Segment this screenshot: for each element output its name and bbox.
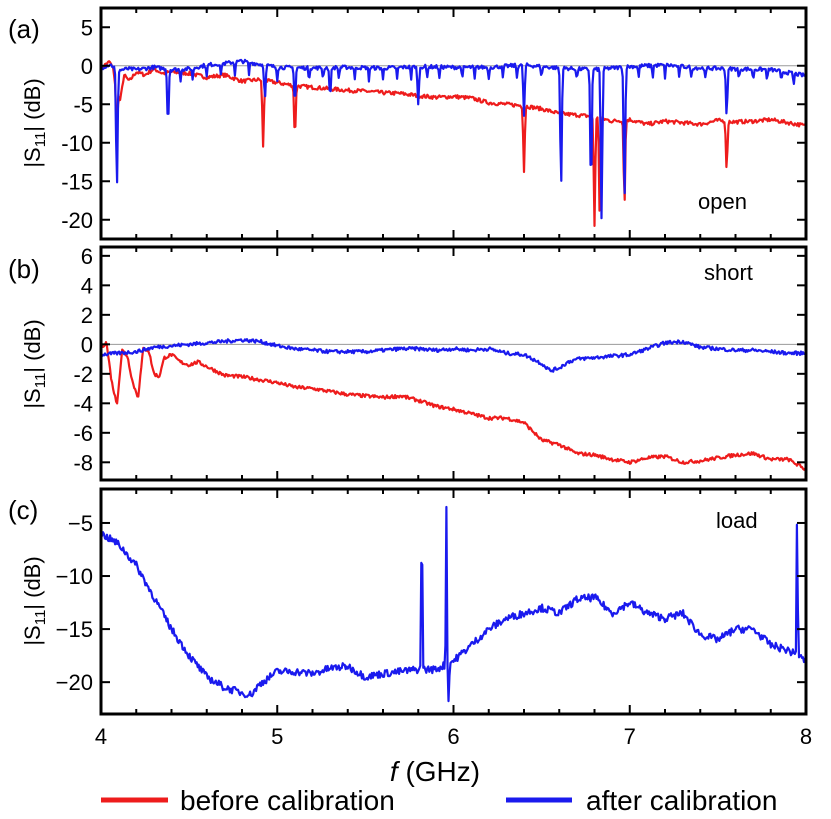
panel-a-series-before	[101, 60, 806, 227]
ylabel-pre: |S	[20, 625, 45, 645]
panel-a-ytick-label: -15	[61, 169, 93, 194]
ylabel-post: | (dB)	[20, 319, 45, 372]
ylabel-post: | (dB)	[20, 78, 45, 131]
x-tick-label: 7	[624, 724, 636, 749]
panel-c: −5 −10 −15 −20 (c) load |S11| (dB)	[8, 487, 808, 716]
panel-b-annotation: short	[704, 260, 753, 285]
x-tick-label: 5	[271, 724, 283, 749]
panel-b-ytick-label: -6	[73, 421, 93, 446]
panel-b-ytick-label: 0	[81, 332, 93, 357]
panel-a-ytick-label: 5	[81, 15, 93, 40]
ylabel-sub: 11	[32, 373, 49, 389]
panel-b-ytick-label: -2	[73, 362, 93, 387]
panel-c-series-after	[101, 505, 806, 703]
panel-b-frame	[99, 245, 808, 482]
panel-a-label: (a)	[8, 14, 40, 44]
ylabel-sub: 11	[32, 610, 49, 626]
ylabel-pre: |S	[20, 147, 45, 167]
panel-a-annotation: open	[698, 189, 747, 214]
panel-a-ylabel: |S11| (dB)	[20, 78, 49, 167]
panel-b-series-after	[101, 338, 806, 373]
panel-c-ytick-label: −5	[68, 511, 93, 536]
panel-b-ytick-label: -8	[73, 450, 93, 475]
panel-b-ytick-label: 4	[81, 273, 93, 298]
x-tick-label: 6	[447, 724, 459, 749]
panel-a-ytick-label: 0	[81, 54, 93, 79]
ylabel-post: | (dB)	[20, 556, 45, 609]
panel-a-ytick-label: -10	[61, 131, 93, 156]
x-axis-label-var: f	[390, 756, 401, 787]
panel-c-ylabel: |S11| (dB)	[20, 556, 49, 645]
panel-c-label: (c)	[8, 495, 38, 525]
panel-b-label: (b)	[8, 254, 40, 284]
panel-c-ytick-label: −20	[56, 670, 93, 695]
panel-b-ytick-label: 2	[81, 303, 93, 328]
panel-b-series-before	[101, 341, 806, 472]
panel-b-ytick-label: -4	[73, 391, 93, 416]
legend-label-after: after calibration	[586, 785, 777, 816]
panel-a: 5 0 -5 -10 -15 -20 (a) open |S11| (dB)	[8, 6, 808, 241]
panel-b-ylabel: |S11| (dB)	[20, 319, 49, 408]
panel-a-series-after	[101, 58, 806, 220]
legend-label-before: before calibration	[180, 785, 395, 816]
x-tick-labels: 4 5 6 7 8	[95, 724, 812, 749]
panel-b: 6 4 2 0 -2 -4 -6 -8 (b) short |S11| (dB)	[8, 244, 808, 482]
panel-c-ytick-label: −10	[56, 564, 93, 589]
panel-c-frame	[99, 487, 808, 716]
panel-a-ytick-label: -20	[61, 208, 93, 233]
ylabel-sub: 11	[32, 132, 49, 148]
x-tick-label: 4	[95, 724, 107, 749]
panel-c-ytick-label: −15	[56, 617, 93, 642]
ylabel-pre: |S	[20, 388, 45, 408]
panel-a-ytick-label: -5	[73, 92, 93, 117]
x-axis-label: f (GHz)	[390, 756, 480, 787]
legend: before calibration after calibration	[101, 785, 777, 816]
panel-b-ytick-label: 6	[81, 244, 93, 269]
panel-c-annotation: load	[716, 508, 758, 533]
x-axis-label-unit: (GHz)	[398, 756, 480, 787]
x-tick-label: 8	[800, 724, 812, 749]
